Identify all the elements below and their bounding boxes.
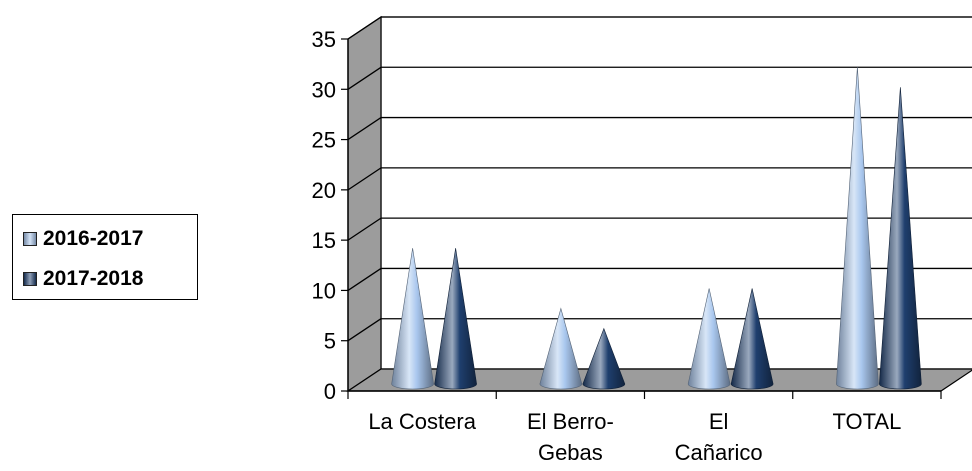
cone-0-1 [539, 307, 583, 390]
y-tick-label-6: 30 [312, 77, 336, 102]
y-tick-label-4: 20 [312, 178, 336, 203]
cone-1-3 [879, 87, 922, 390]
legend: 2016-2017 2017-2018 [12, 214, 198, 300]
legend-item-1: 2017-2018 [23, 267, 143, 291]
side-wall [347, 15, 382, 393]
gridline-side-4 [347, 167, 382, 191]
cone-1-0 [434, 248, 477, 390]
back-wall [380, 16, 972, 370]
x-tick-label-2-0: El [709, 409, 729, 434]
cone-1-2 [730, 288, 774, 390]
cone-0-3 [836, 67, 879, 390]
cone-1-1 [582, 327, 626, 390]
x-tick-label-1-0: El Berro- [527, 409, 614, 434]
gridline-side-1 [347, 318, 382, 342]
legend-label-1: 2017-2018 [43, 267, 144, 290]
y-tick-label-1: 5 [324, 329, 336, 354]
cone-0-2 [687, 288, 731, 390]
gridline-side-5 [347, 117, 382, 141]
y-tick-label-5: 25 [312, 128, 336, 153]
gridline-side-6 [347, 66, 382, 90]
x-tick-label-2-1: Cañarico [675, 440, 763, 465]
legend-swatch-1 [23, 272, 37, 286]
gridline-side-7 [347, 16, 382, 40]
cone-0-0 [391, 248, 434, 390]
y-tick-label-3: 15 [312, 228, 336, 253]
y-tick-label-7: 35 [312, 27, 336, 52]
y-tick-label-2: 10 [312, 278, 336, 303]
legend-label-0: 2016-2017 [43, 227, 144, 250]
x-tick-label-3-0: TOTAL [832, 409, 901, 434]
gridline-side-2 [347, 267, 382, 291]
legend-swatch-0 [23, 232, 37, 246]
x-tick-label-1-1: Gebas [538, 440, 603, 465]
gridline-side-3 [347, 217, 382, 241]
legend-item-0: 2016-2017 [23, 227, 143, 251]
y-tick-label-0: 0 [324, 379, 336, 404]
x-tick-label-0-0: La Costera [368, 409, 476, 434]
